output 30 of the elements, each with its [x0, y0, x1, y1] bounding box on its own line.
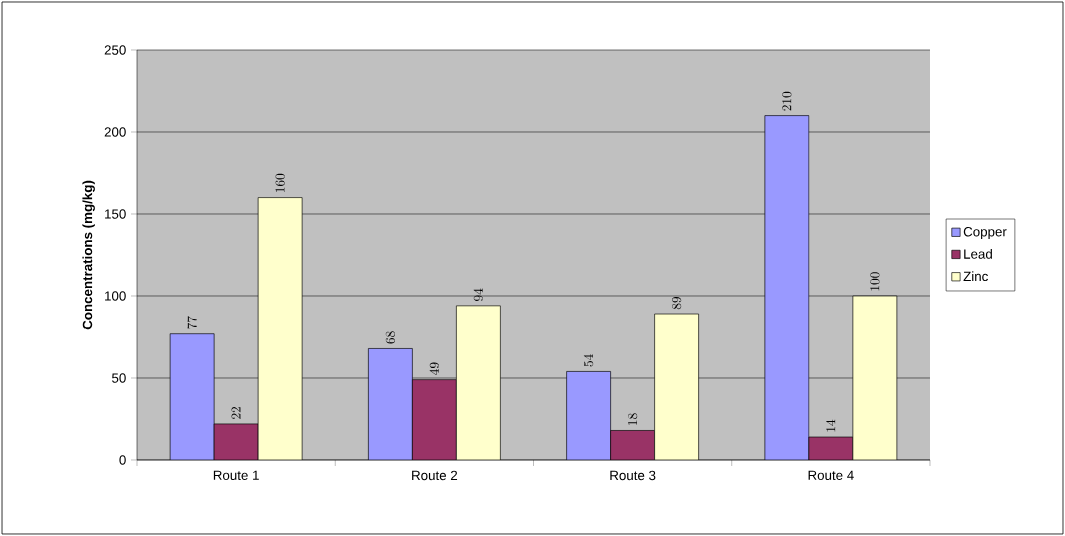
legend-label: Copper: [963, 227, 1007, 240]
data-label: 210: [782, 91, 792, 111]
data-label: 54: [583, 354, 594, 367]
data-label: 100: [870, 272, 880, 291]
bar: [566, 371, 611, 460]
data-label: 68: [385, 331, 395, 344]
data-label: 77: [187, 316, 197, 329]
x-tick-label: Route 1: [213, 470, 259, 480]
bar: [368, 348, 413, 460]
y-tick-label: 150: [105, 209, 126, 219]
data-label: 14: [826, 419, 836, 432]
y-tick-label: 250: [104, 45, 126, 55]
y-tick-label: 100: [105, 291, 126, 301]
data-label: 22: [231, 406, 241, 419]
data-label: 160: [275, 173, 285, 193]
legend-label: Lead: [964, 248, 992, 259]
data-label: 89: [672, 296, 682, 310]
x-tick-label: Route 3: [610, 470, 656, 481]
bar: [169, 333, 215, 460]
legend-label: Zinc: [963, 271, 988, 282]
bar: [764, 115, 810, 460]
data-label: 18: [628, 413, 638, 425]
y-tick-label: 50: [112, 373, 126, 383]
y-axis-title: Concentrations (mg/kg): [82, 180, 95, 330]
data-label: 94: [473, 288, 483, 301]
x-tick-label: Route 2: [412, 470, 458, 481]
y-tick-label: 0: [119, 455, 126, 465]
data-label: 49: [429, 362, 439, 375]
x-tick-label: Route 4: [808, 470, 854, 480]
y-tick-label: 200: [104, 127, 126, 137]
